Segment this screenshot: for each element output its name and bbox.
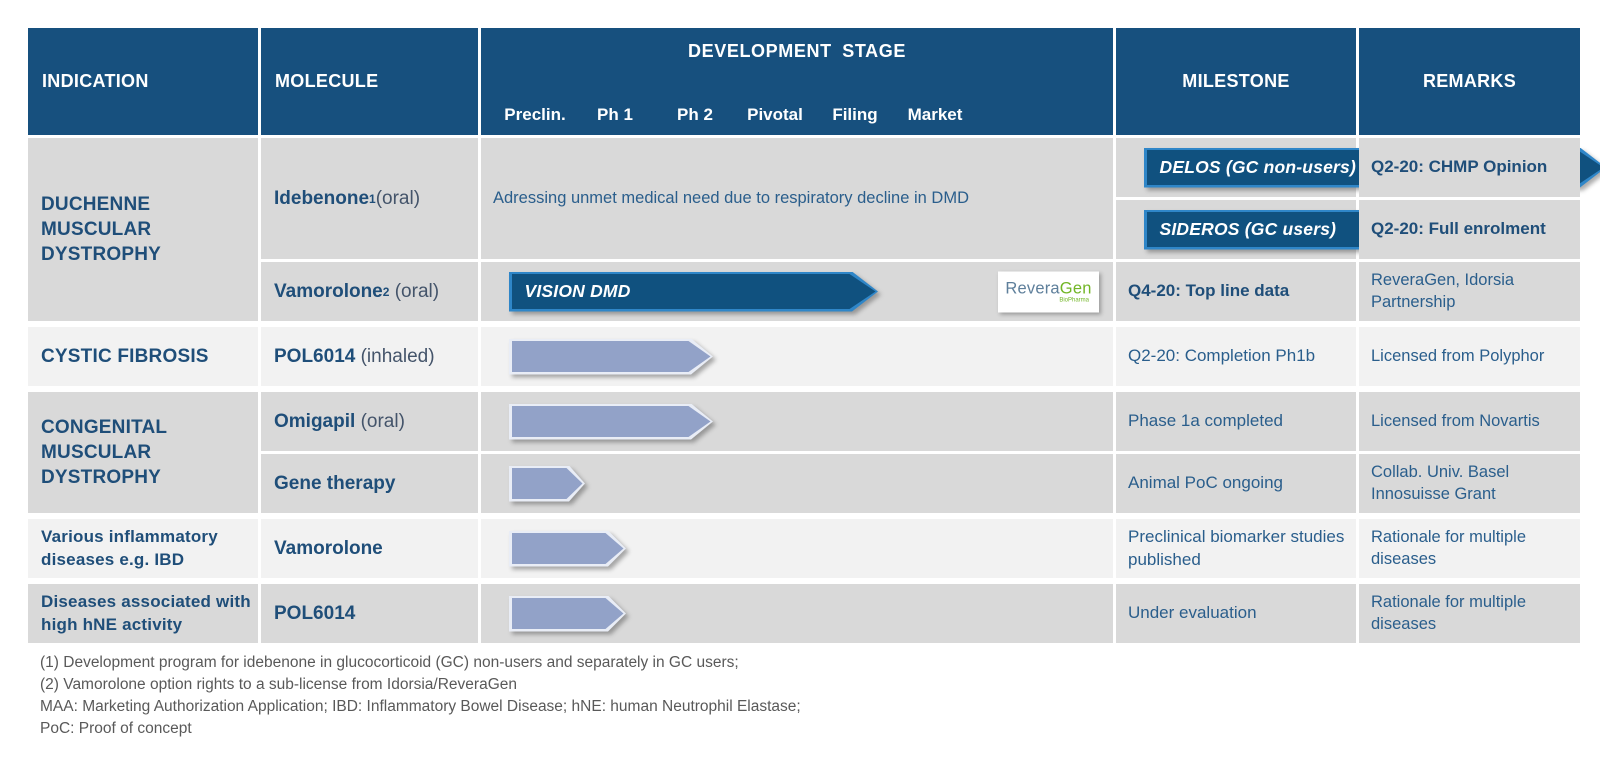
indication-cf: CYSTIC FIBROSIS (28, 327, 258, 386)
indication-cmd: CONGENITAL MUSCULAR DYSTROPHY (28, 392, 258, 513)
remark-dmd-idebenone: Adressing unmet medical need due to resp… (481, 138, 1113, 259)
logo-biopharma: BioPharma (1059, 297, 1089, 304)
group-congenital: CONGENITAL MUSCULAR DYSTROPHY Omigapil (… (28, 392, 1580, 513)
logo-revera: Revera (1005, 279, 1060, 298)
remark-vamorolone-dmd: ReveraGen, Idorsia Partnership (1359, 262, 1580, 321)
molecule-route: (inhaled) (355, 345, 435, 367)
stage-label-preclin: Preclin. (504, 105, 566, 124)
indication-dmd: DUCHENNE MUSCULAR DYSTROPHY (28, 138, 258, 321)
reveragen-logo-text: ReveraGen (1005, 280, 1091, 299)
header-indication: INDICATION (28, 28, 258, 135)
indication-hne: Diseases associated with high hNE activi… (28, 584, 258, 643)
molecule-name: Gene therapy (274, 472, 396, 494)
development-stage-title: DEVELOPMENT STAGE (688, 41, 906, 61)
stage-labels-row: Preclin. Ph 1 Ph 2 Pivotal Filing Market (481, 105, 1113, 125)
remark-gene-therapy: Collab. Univ. Basel Innosuisse Grant (1359, 454, 1580, 513)
stage-label-market: Market (907, 105, 963, 124)
footnote-line-3: MAA: Marketing Authorization Application… (40, 698, 801, 715)
remark-pol6014-hne: Rationale for multiple diseases (1359, 584, 1580, 643)
milestone-sideros: Q2-20: Full enrolment (1359, 200, 1580, 259)
table-header-row: INDICATION MOLECULE DEVELOPMENT STAGE Pr… (28, 28, 1580, 135)
milestone-vision: Q4-20: Top line data (1116, 262, 1356, 321)
milestone-vamorolone-ibd: Preclinical biomarker studies published (1116, 519, 1356, 578)
vamorolone-ibd-arrow (509, 531, 626, 567)
molecule-pol6014-hne: POL6014 (261, 584, 478, 643)
molecule-omigapil: Omigapil (oral) (261, 392, 478, 451)
omigapil-arrow (509, 404, 713, 440)
molecule-pol6014-inhaled: POL6014 (inhaled) (261, 327, 478, 386)
vision-dmd-arrow: VISION DMD (509, 272, 878, 312)
header-milestone: MILESTONE (1116, 28, 1356, 135)
stage-label-pivotal: Pivotal (747, 105, 803, 124)
pipeline-table: INDICATION MOLECULE DEVELOPMENT STAGE Pr… (28, 28, 1580, 643)
devstage-delos: DELOS (GC non-users) (1116, 138, 1356, 197)
devstage-pol6014-inhaled (481, 327, 1113, 386)
footnote-line-2: (2) Vamorolone option rights to a sub-li… (40, 676, 517, 693)
molecule-vamorolone-ibd: Vamorolone (261, 519, 478, 578)
molecule-name: Omigapil (274, 410, 356, 432)
devstage-gene-therapy (481, 454, 1113, 513)
pol6014-hne-arrow (509, 596, 626, 632)
footnote-line-4: PoC: Proof of concept (40, 720, 192, 737)
remark-vamorolone-ibd: Rationale for multiple diseases (1359, 519, 1580, 578)
molecule-name: Vamorolone (274, 280, 383, 302)
devstage-vamorolone-ibd (481, 519, 1113, 578)
milestone-omigapil: Phase 1a completed (1116, 392, 1356, 451)
milestone-delos: Q2-20: CHMP Opinion (1359, 138, 1580, 197)
footnote-line-1: (1) Development program for idebenone in… (40, 654, 739, 671)
milestone-pol6014-inhaled: Q2-20: Completion Ph1b (1116, 327, 1356, 386)
indication-ibd: Various inflammatory diseases e.g. IBD (28, 519, 258, 578)
footnotes: (1) Development program for idebenone in… (40, 652, 801, 740)
molecule-name: POL6014 (274, 602, 356, 624)
molecule-route: (oral) (389, 280, 440, 302)
molecule-gene-therapy: Gene therapy (261, 454, 478, 513)
molecule-name: Vamorolone (274, 537, 383, 559)
molecule-vamorolone-dmd: Vamorolone 2 (oral) (261, 262, 478, 321)
remark-pol6014-inhaled: Licensed from Polyphor (1359, 327, 1580, 386)
header-development-stage: DEVELOPMENT STAGE Preclin. Ph 1 Ph 2 Piv… (481, 28, 1113, 135)
group-duchenne: DUCHENNE MUSCULAR DYSTROPHY Idebenone 1 (o… (28, 138, 1580, 321)
arrow-label: DELOS (GC non-users) (1159, 157, 1357, 177)
gene-therapy-arrow (509, 466, 585, 502)
devstage-omigapil (481, 392, 1113, 451)
milestone-pol6014-hne: Under evaluation (1116, 584, 1356, 643)
milestone-gene-therapy: Animal PoC ongoing (1116, 454, 1356, 513)
devstage-vision: VISION DMD ReveraGen BioPharma (481, 262, 1113, 321)
reveragen-logo: ReveraGen BioPharma (998, 271, 1099, 312)
group-hne: Diseases associated with high hNE activi… (28, 584, 1580, 643)
group-ibd: Various inflammatory diseases e.g. IBD V… (28, 519, 1580, 578)
arrow-label: VISION DMD (524, 281, 631, 301)
molecule-idebenone: Idebenone 1 (oral) (261, 138, 478, 259)
molecule-name: POL6014 (274, 345, 356, 367)
group-cystic-fibrosis: CYSTIC FIBROSIS POL6014 (inhaled) Q2-20:… (28, 327, 1580, 386)
stage-label-ph1: Ph 1 (597, 105, 633, 124)
stage-label-ph2: Ph 2 (677, 105, 713, 124)
devstage-pol6014-hne (481, 584, 1113, 643)
molecule-name: Idebenone (274, 187, 370, 209)
stage-label-filing: Filing (832, 105, 878, 124)
logo-gen: Gen (1059, 279, 1092, 298)
remark-omigapil: Licensed from Novartis (1359, 392, 1580, 451)
header-molecule: MOLECULE (261, 28, 478, 135)
arrow-label: SIDEROS (GC users) (1159, 219, 1337, 239)
molecule-route: (oral) (355, 410, 405, 432)
header-remarks: REMARKS (1359, 28, 1580, 135)
molecule-route: (oral) (375, 187, 421, 209)
devstage-sideros: SIDEROS (GC users) (1116, 200, 1356, 259)
pol6014-inhaled-arrow (509, 339, 713, 375)
